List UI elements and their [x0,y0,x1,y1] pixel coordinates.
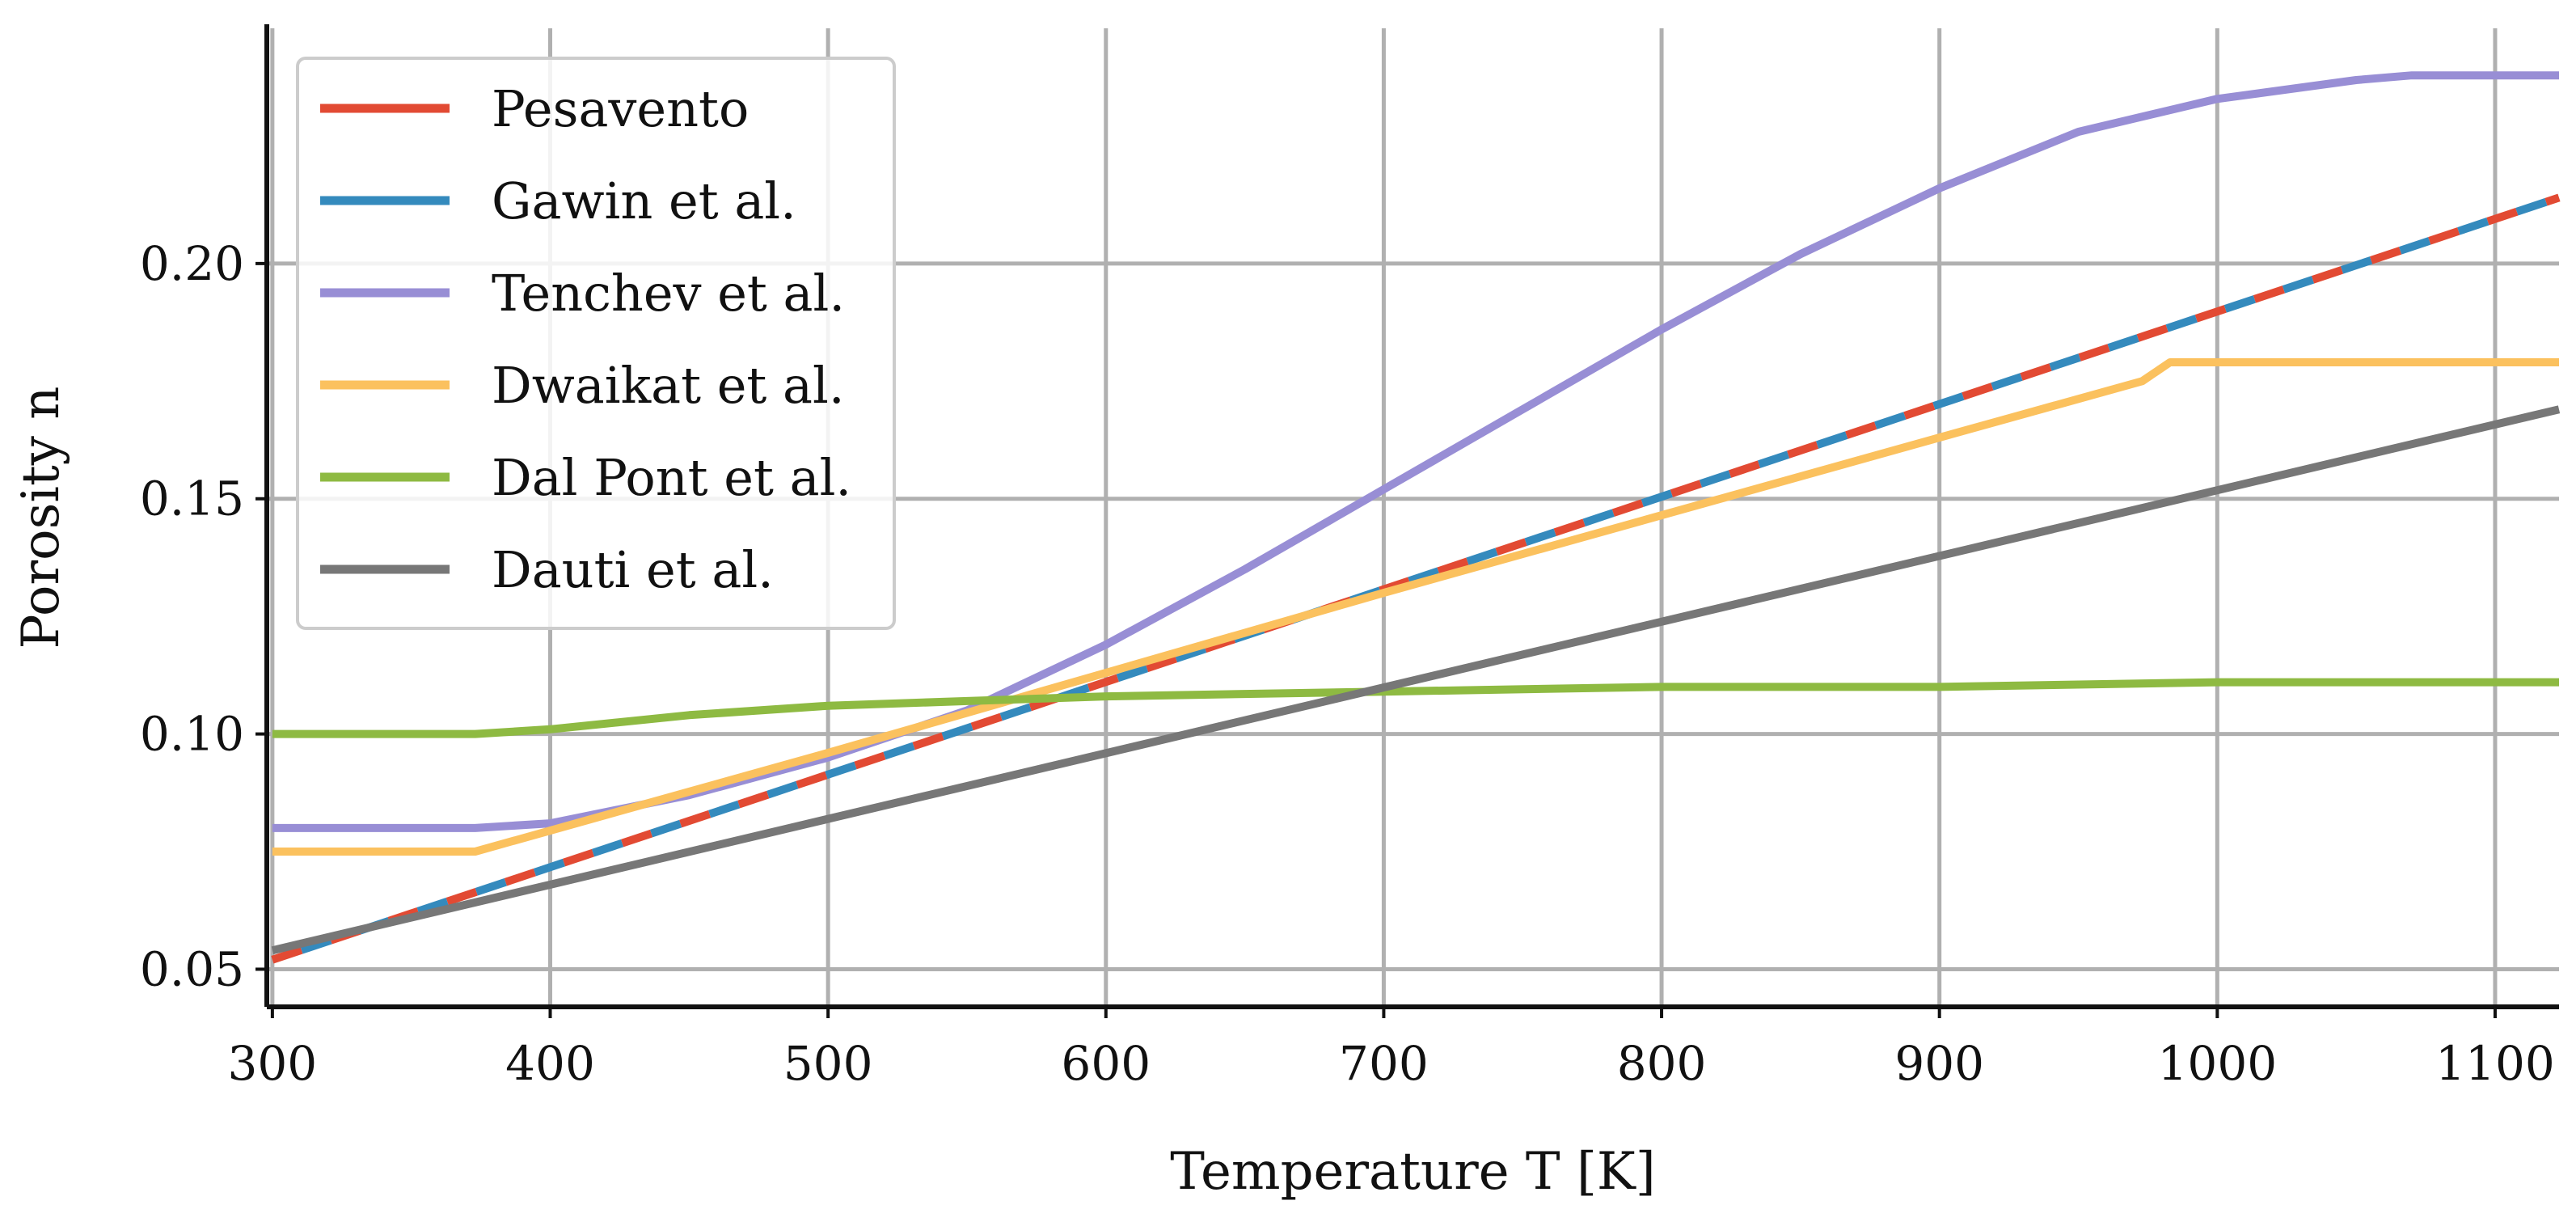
legend-label: Pesavento [492,79,749,138]
axes-layer [264,24,2559,1009]
x-tick-label: 600 [1061,1036,1151,1091]
x-tick-label: 1100 [2435,1036,2555,1091]
series-layer [271,71,2561,964]
ticks-layer: 300 400 500 600 700 800 900 1000 1100 0.05 0.10 0.1… [140,236,2555,1091]
y-tick-label: 0.05 [140,941,244,996]
legend-label: Dwaikat et al. [492,356,845,415]
legend: Pesavento Gawin et al. Tenchev et al. Dwaik… [296,57,896,630]
legend-label: Dauti et al. [492,540,774,599]
series-line-dal-pont-et-al [272,678,2559,738]
x-tick-label: 1000 [2158,1036,2278,1091]
x-tick-label: 400 [505,1036,595,1091]
x-tick-label: 700 [1339,1036,1429,1091]
legend-label: Dal Pont et al. [492,448,851,507]
y-tick-label: 0.10 [140,707,244,762]
series-line-dwaikat-et-al [272,358,2559,856]
x-tick-label: 800 [1617,1036,1707,1091]
y-tick-label: 0.20 [140,236,244,291]
series-line-dauti-et-al [271,405,2561,955]
y-axis-title: Porosity n [11,387,71,649]
series-line-gawin-et-al [271,193,2561,964]
x-tick-label: 300 [228,1036,318,1091]
legend-label: Tenchev et al. [492,264,845,323]
x-tick-label: 500 [783,1036,873,1091]
y-tick-label: 0.15 [140,471,244,526]
x-axis-title: Temperature T [K] [1170,1142,1655,1202]
x-tick-label: 900 [1894,1036,1984,1091]
legend-label: Gawin et al. [492,171,796,230]
